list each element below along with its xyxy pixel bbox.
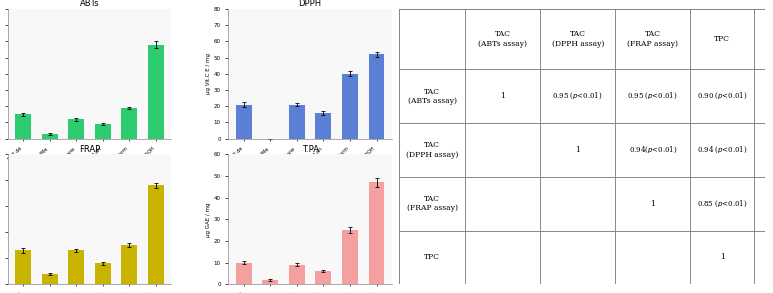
Bar xyxy=(289,105,305,139)
Bar xyxy=(262,280,278,284)
Bar xyxy=(68,251,84,284)
Title: FRAP: FRAP xyxy=(79,144,100,154)
Bar xyxy=(315,271,332,284)
Text: 0.95 ($p$<0.01): 0.95 ($p$<0.01) xyxy=(553,91,603,101)
Bar xyxy=(95,124,111,139)
Text: TAC
(ABTs assay): TAC (ABTs assay) xyxy=(408,88,457,105)
Bar xyxy=(236,105,252,139)
Text: 0.90 ($p$<0.01): 0.90 ($p$<0.01) xyxy=(697,91,747,101)
Bar xyxy=(148,45,164,139)
Text: 0.94 ($p$<0.01): 0.94 ($p$<0.01) xyxy=(697,145,747,155)
Title: ABTs: ABTs xyxy=(80,0,99,8)
Text: TAC
(ABTs assay): TAC (ABTs assay) xyxy=(478,30,527,48)
Text: TPC: TPC xyxy=(424,253,441,261)
Bar xyxy=(15,114,31,139)
Text: TAC
(FRAP assay): TAC (FRAP assay) xyxy=(407,195,458,212)
Bar xyxy=(95,263,111,284)
Text: 1: 1 xyxy=(650,200,656,208)
Bar xyxy=(369,54,384,139)
Text: 0.95 ($p$<0.01): 0.95 ($p$<0.01) xyxy=(628,91,678,101)
Text: TPC: TPC xyxy=(714,35,730,43)
Bar xyxy=(15,251,31,284)
Bar xyxy=(342,230,358,284)
Title: T.PA: T.PA xyxy=(301,144,318,154)
Text: 1: 1 xyxy=(575,146,581,154)
Bar xyxy=(121,108,138,139)
Bar xyxy=(342,74,358,139)
Bar xyxy=(369,183,384,284)
Bar xyxy=(236,263,252,284)
Text: TAC
(DPPH assay): TAC (DPPH assay) xyxy=(552,30,604,48)
Text: 0.85 ($p$<0.01): 0.85 ($p$<0.01) xyxy=(697,198,747,209)
Text: TAC
(FRAP assay): TAC (FRAP assay) xyxy=(627,30,678,48)
Bar xyxy=(289,265,305,284)
Y-axis label: μg GAE / mg: μg GAE / mg xyxy=(206,202,211,236)
Bar xyxy=(121,245,138,284)
Bar xyxy=(42,134,58,139)
Text: 0.94($p$<0.01): 0.94($p$<0.01) xyxy=(628,145,677,155)
Bar xyxy=(68,119,84,139)
Y-axis label: μg Vit.C E / mg: μg Vit.C E / mg xyxy=(206,53,211,94)
Bar xyxy=(148,185,164,284)
Text: 1: 1 xyxy=(720,253,725,261)
Bar xyxy=(315,113,332,139)
Bar xyxy=(42,274,58,284)
Text: TAC
(DPPH assay): TAC (DPPH assay) xyxy=(406,141,458,159)
Text: 1: 1 xyxy=(500,92,506,100)
Title: DPPH: DPPH xyxy=(298,0,322,8)
